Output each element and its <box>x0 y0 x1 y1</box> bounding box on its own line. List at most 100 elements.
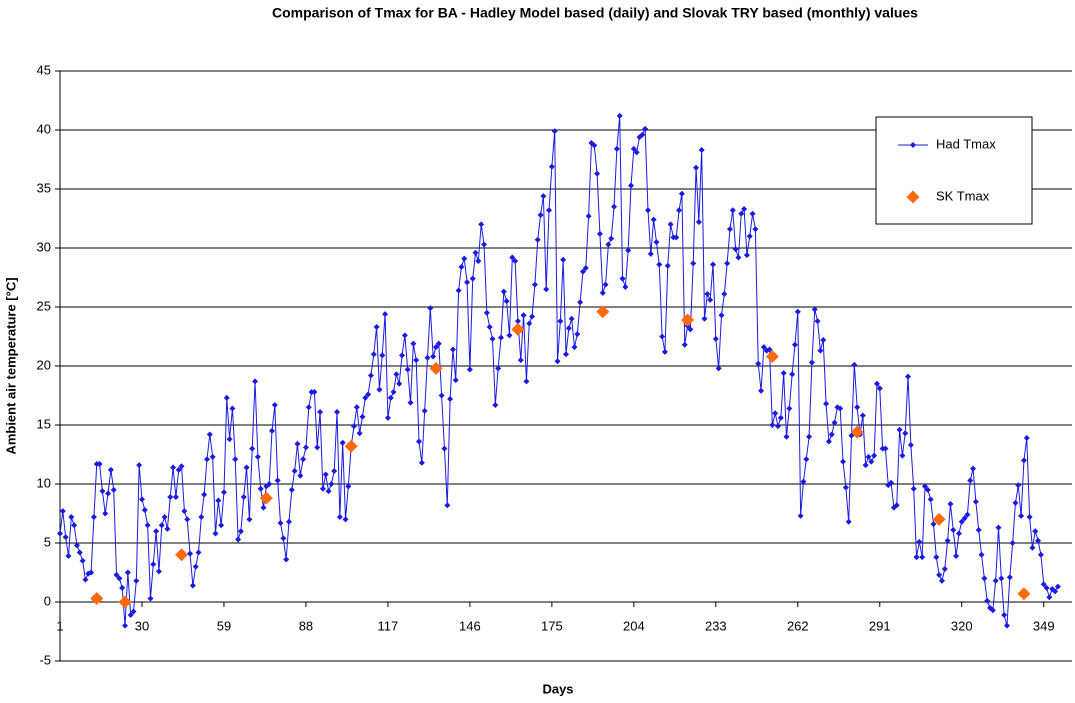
data-point <box>418 459 425 466</box>
data-point <box>229 405 236 412</box>
data-point <box>936 571 943 578</box>
data-point <box>475 257 482 264</box>
data-point <box>910 485 917 492</box>
data-point <box>1040 581 1047 588</box>
data-point <box>837 405 844 412</box>
data-point <box>941 565 948 572</box>
data-point <box>992 577 999 584</box>
data-point <box>127 611 134 618</box>
data-point <box>695 219 702 226</box>
data-point <box>438 392 445 399</box>
data-point <box>370 351 377 358</box>
data-point <box>271 401 278 408</box>
data-point <box>656 261 663 268</box>
data-point <box>514 318 521 325</box>
data-point <box>285 518 292 525</box>
data-point <box>328 481 335 487</box>
data-point <box>503 298 510 305</box>
data-point <box>596 230 603 237</box>
data-point <box>65 552 72 559</box>
data-point <box>585 213 592 220</box>
data-point <box>497 334 504 341</box>
x-tick-label: 88 <box>299 618 313 633</box>
data-point <box>155 568 162 575</box>
x-tick-label: 204 <box>623 618 645 633</box>
data-point <box>616 112 623 119</box>
data-point <box>181 508 188 515</box>
data-point <box>158 522 165 529</box>
data-point <box>690 260 697 267</box>
data-point <box>105 490 112 497</box>
data-point <box>144 522 151 529</box>
data-point <box>523 378 530 385</box>
data-point <box>495 365 502 372</box>
data-point <box>998 575 1005 582</box>
data-point <box>240 493 247 500</box>
data-point <box>687 326 694 333</box>
data-point <box>758 387 765 394</box>
y-tick-label: 0 <box>44 593 51 608</box>
data-point <box>254 453 261 460</box>
x-tick-label: 117 <box>378 618 399 633</box>
legend-marker <box>910 142 916 148</box>
data-point <box>605 241 612 248</box>
x-tick-label: 262 <box>787 618 809 633</box>
data-point <box>981 575 988 582</box>
data-point <box>551 128 558 135</box>
data-point <box>430 353 437 360</box>
data-point <box>382 311 389 318</box>
data-point <box>464 279 471 286</box>
data-point <box>427 305 434 312</box>
data-point <box>755 360 762 367</box>
data-point <box>393 371 400 378</box>
data-point <box>619 275 626 282</box>
data-point <box>777 414 784 421</box>
data-point <box>664 262 671 269</box>
data-point <box>718 312 725 319</box>
data-point <box>673 234 680 241</box>
data-point <box>746 233 753 240</box>
data-point <box>927 496 934 503</box>
data-point <box>99 488 106 495</box>
data-point <box>565 325 572 332</box>
data-point <box>765 350 779 364</box>
data-point <box>800 478 807 485</box>
data-point <box>429 361 443 375</box>
x-tick-label: 233 <box>705 618 727 633</box>
data-point <box>534 236 541 243</box>
data-point <box>79 557 86 564</box>
data-point <box>266 481 273 487</box>
data-point <box>339 439 346 446</box>
data-point <box>862 462 869 469</box>
data-point <box>823 400 830 407</box>
data-point <box>336 514 343 521</box>
data-point <box>808 359 815 366</box>
data-point <box>235 536 242 543</box>
data-point <box>932 512 946 526</box>
data-point <box>57 530 63 537</box>
x-tick-label: 1 <box>56 618 63 633</box>
data-point <box>1032 528 1039 535</box>
data-point <box>613 145 620 152</box>
data-point <box>967 477 974 484</box>
data-point <box>1054 583 1061 590</box>
data-point <box>735 254 742 261</box>
x-tick-label: 349 <box>1033 618 1055 633</box>
data-point <box>964 511 971 518</box>
data-point <box>305 404 312 411</box>
data-point <box>851 361 858 368</box>
x-tick-label: 30 <box>135 618 149 633</box>
data-point <box>297 472 304 479</box>
data-point <box>944 537 951 544</box>
data-point <box>435 340 442 347</box>
data-point <box>226 436 233 443</box>
data-point <box>845 518 852 525</box>
data-point <box>500 288 507 295</box>
data-point <box>362 394 369 401</box>
data-point <box>133 577 140 584</box>
data-point <box>452 377 459 384</box>
data-point <box>82 576 89 583</box>
data-point <box>90 591 104 605</box>
data-point <box>712 335 719 342</box>
